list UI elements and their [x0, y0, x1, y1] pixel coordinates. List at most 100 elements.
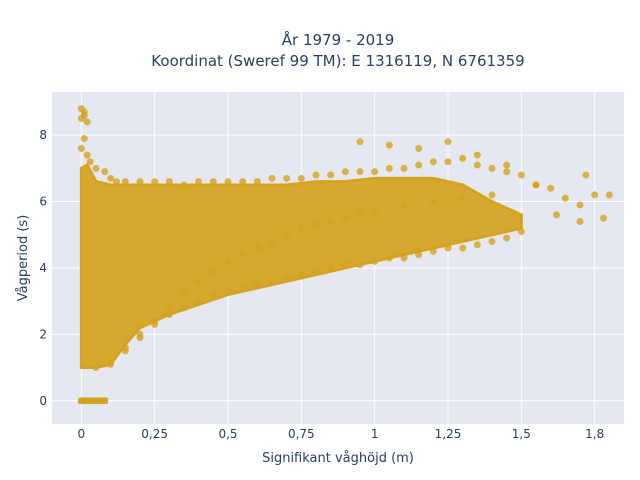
- data-point: [312, 221, 320, 229]
- data-point: [239, 178, 247, 186]
- data-point: [400, 254, 408, 262]
- data-point: [107, 174, 115, 182]
- data-point: [444, 158, 452, 166]
- data-point: [553, 211, 561, 219]
- data-point: [312, 267, 320, 275]
- data-point: [283, 174, 291, 182]
- data-point: [253, 281, 261, 289]
- data-point: [488, 191, 496, 199]
- data-point: [503, 234, 511, 242]
- data-point: [77, 144, 85, 152]
- data-point: [83, 151, 91, 159]
- data-point: [268, 277, 276, 285]
- data-point: [283, 274, 291, 282]
- data-point: [605, 191, 613, 199]
- data-point: [268, 174, 276, 182]
- data-point: [371, 168, 379, 176]
- data-point: [415, 144, 423, 152]
- data-point: [503, 168, 511, 176]
- data-point: [371, 257, 379, 265]
- data-point: [341, 214, 349, 222]
- data-point: [561, 194, 569, 202]
- data-point: [195, 297, 203, 305]
- data-point: [429, 198, 437, 206]
- data-point: [459, 194, 467, 202]
- data-point: [444, 244, 452, 252]
- data-point: [83, 118, 91, 126]
- x-tick-label: 1,8: [585, 427, 604, 441]
- data-point: [356, 138, 364, 146]
- x-tick-label: 0,5: [218, 427, 237, 441]
- data-point: [253, 244, 261, 252]
- data-point: [356, 211, 364, 219]
- data-point: [371, 208, 379, 216]
- data-point: [341, 168, 349, 176]
- data-point: [136, 330, 144, 338]
- data-point: [327, 171, 335, 179]
- data-point: [151, 178, 159, 186]
- data-point: [415, 161, 423, 169]
- x-tick-label: 0,75: [288, 427, 315, 441]
- data-point: [224, 257, 232, 265]
- data-point: [503, 161, 511, 169]
- data-point: [253, 178, 261, 186]
- data-point: [283, 231, 291, 239]
- data-point: [180, 304, 188, 312]
- data-point: [599, 214, 607, 222]
- chart-title-line1: År 1979 - 2019: [282, 30, 395, 49]
- data-point: [239, 251, 247, 259]
- data-point: [80, 111, 88, 119]
- data-point: [209, 267, 217, 275]
- data-point: [415, 251, 423, 259]
- data-point: [429, 247, 437, 255]
- data-point: [113, 178, 121, 186]
- data-point: [209, 178, 217, 186]
- data-point: [459, 154, 467, 162]
- data-point: [165, 178, 173, 186]
- data-point: [136, 178, 144, 186]
- data-point: [582, 171, 590, 179]
- data-point: [473, 151, 481, 159]
- data-point: [517, 227, 525, 235]
- data-point: [576, 201, 584, 209]
- data-point: [195, 178, 203, 186]
- x-tick-label: 1: [371, 427, 379, 441]
- data-point: [341, 261, 349, 269]
- data-point: [385, 141, 393, 149]
- data-point: [385, 254, 393, 262]
- data-point: [400, 164, 408, 172]
- data-point: [151, 317, 159, 325]
- data-point: [488, 164, 496, 172]
- data-point: [400, 201, 408, 209]
- y-axis-label: Vågperiod (s): [16, 215, 31, 302]
- data-point: [473, 241, 481, 249]
- data-point: [473, 161, 481, 169]
- data-point: [312, 171, 320, 179]
- data-point: [80, 134, 88, 142]
- y-tick-label: 4: [39, 261, 47, 275]
- x-axis-ticks: 0 0,25 0,5 0,75 1 1,25 1,5 1,8: [78, 427, 605, 441]
- data-point: [459, 244, 467, 252]
- data-point: [532, 181, 540, 189]
- data-point: [92, 364, 100, 372]
- data-point: [224, 178, 232, 186]
- x-tick-label: 0: [78, 427, 86, 441]
- data-point: [488, 237, 496, 245]
- data-point: [209, 291, 217, 299]
- data-point: [297, 174, 305, 182]
- data-point: [356, 168, 364, 176]
- x-tick-label: 1,5: [512, 427, 531, 441]
- data-point: [576, 217, 584, 225]
- data-point: [327, 217, 335, 225]
- data-point: [92, 164, 100, 172]
- zero-period-strip: [78, 397, 108, 404]
- data-point: [121, 344, 129, 352]
- y-tick-label: 8: [39, 128, 47, 142]
- data-point: [297, 224, 305, 232]
- data-point: [268, 237, 276, 245]
- data-point: [101, 168, 109, 176]
- data-point: [165, 310, 173, 318]
- data-point: [591, 191, 599, 199]
- x-tick-label: 0,25: [141, 427, 168, 441]
